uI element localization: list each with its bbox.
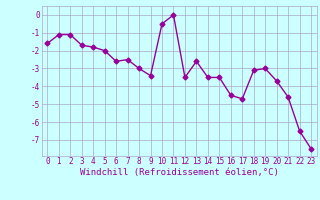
X-axis label: Windchill (Refroidissement éolien,°C): Windchill (Refroidissement éolien,°C) xyxy=(80,168,279,177)
